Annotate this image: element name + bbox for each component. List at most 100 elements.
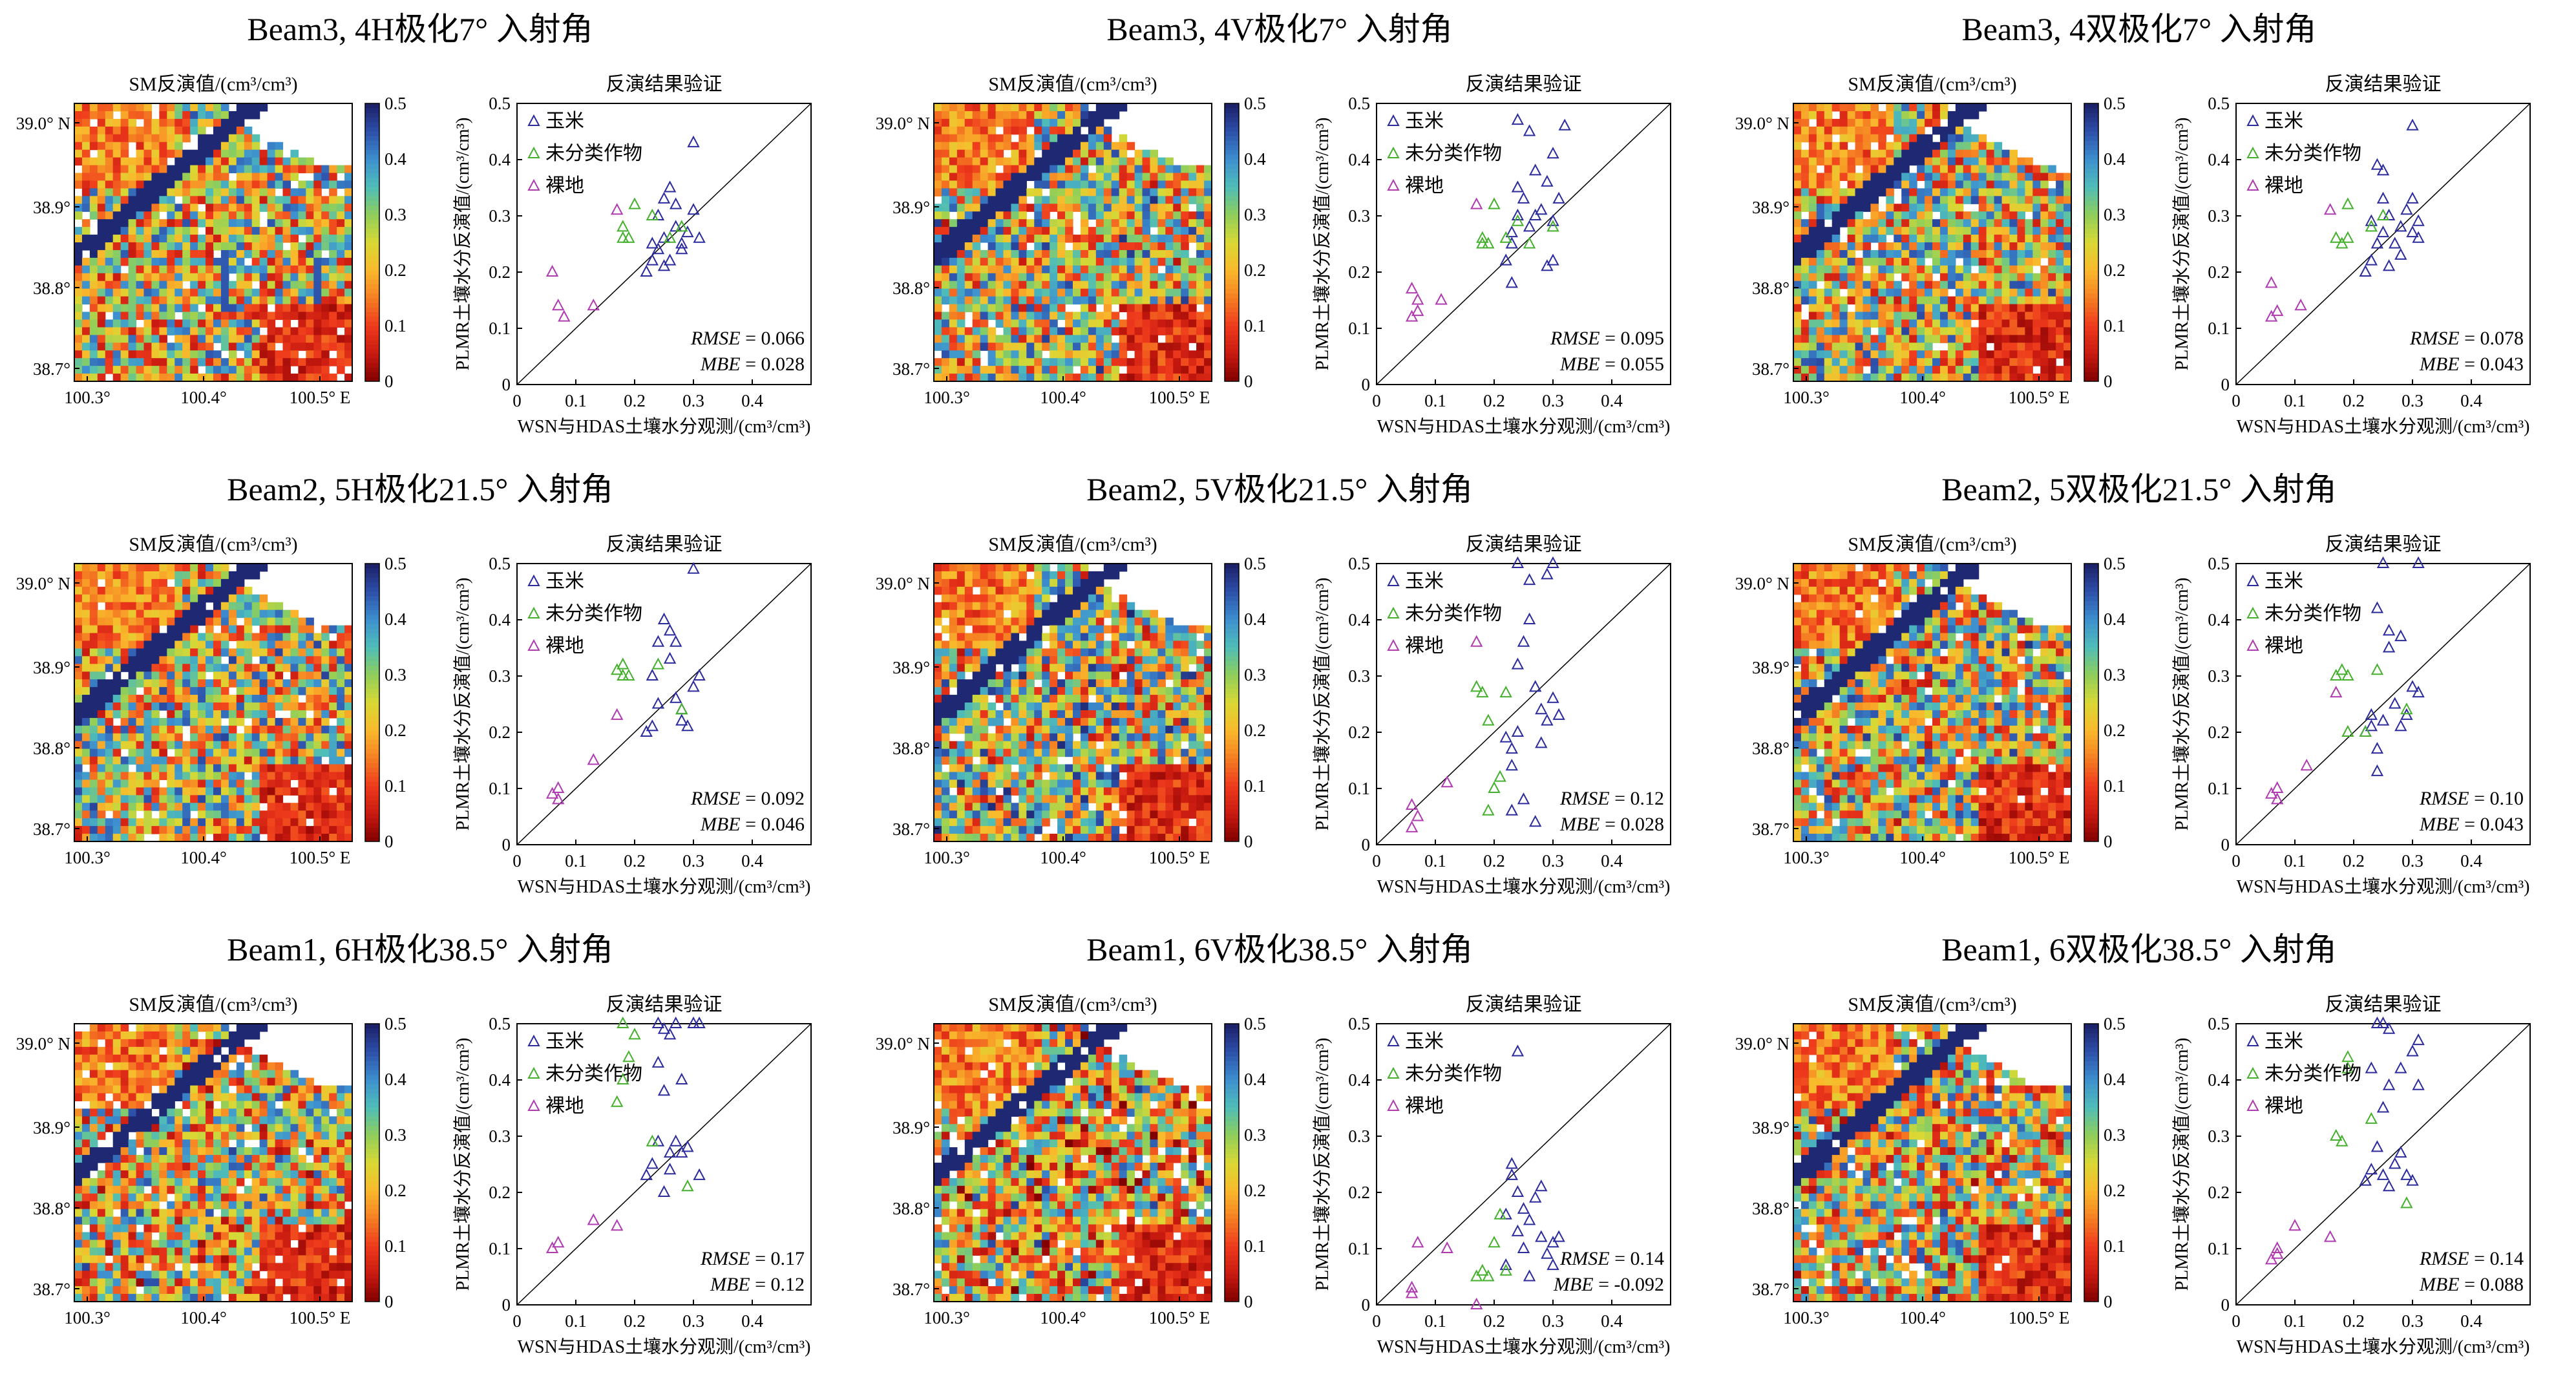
scatter-title: 反演结果验证 — [2325, 74, 2442, 95]
map-cell — [344, 358, 353, 366]
map-cell — [1901, 227, 1910, 235]
map-cell — [1080, 204, 1089, 212]
map-cell — [1196, 374, 1205, 382]
map-cell — [244, 327, 253, 335]
map-cell — [112, 149, 121, 158]
map-cell — [1080, 134, 1089, 143]
map-cell — [2032, 165, 2041, 174]
map-cell — [1095, 142, 1104, 151]
map-cell — [1955, 358, 1964, 366]
data-point — [1523, 220, 1536, 232]
map-cell — [306, 741, 314, 750]
map-cell — [105, 609, 114, 618]
map-cell — [236, 134, 245, 143]
map-cell — [151, 366, 160, 374]
map-cell — [1793, 265, 1802, 274]
map-cell — [267, 227, 276, 235]
map-cell — [1870, 366, 1879, 374]
map-cell — [1800, 273, 1810, 282]
map-cell — [1824, 296, 1833, 305]
map-cell — [1057, 350, 1066, 359]
map-cell — [182, 358, 191, 366]
map-cell — [282, 748, 291, 757]
map-cell — [151, 296, 160, 305]
map-cell — [81, 103, 90, 112]
map-cell — [934, 288, 942, 297]
map-cell — [2040, 319, 2049, 328]
map-cell — [105, 165, 114, 174]
map-cell — [1057, 111, 1066, 120]
colorbar-segment — [1225, 145, 1239, 151]
map-cell — [251, 296, 260, 305]
map-cell — [1095, 211, 1104, 220]
map-cell — [182, 304, 191, 313]
map-cell — [220, 810, 229, 819]
colorbar-segment — [2084, 149, 2098, 155]
map-cell — [1955, 173, 1964, 182]
map-cell — [1870, 204, 1879, 212]
map-cell — [275, 679, 284, 688]
colorbar-segment — [2084, 215, 2098, 220]
map-cell — [1963, 257, 1972, 266]
map-cell — [1073, 296, 1081, 305]
map-cell — [198, 126, 206, 135]
map-cell — [228, 335, 237, 343]
map-cell — [1095, 343, 1104, 351]
map-cell — [321, 350, 330, 359]
map-cell — [1939, 319, 1948, 328]
map-cell — [282, 312, 291, 321]
map-cell — [2001, 249, 2011, 259]
map-cell — [236, 204, 245, 212]
map-cell — [1800, 280, 1810, 290]
map-cell — [89, 335, 98, 343]
map-cell — [198, 803, 206, 811]
map-cell — [2025, 350, 2033, 359]
map-cell — [1057, 327, 1066, 335]
map-cell — [1901, 312, 1910, 321]
map-cell — [1793, 196, 1802, 204]
map-cell — [1019, 134, 1027, 143]
map-cell — [105, 695, 114, 703]
map-cell — [136, 609, 145, 618]
colorbar-segment — [1225, 270, 1239, 275]
map-cell — [120, 196, 129, 204]
map-cell — [143, 358, 153, 366]
map-cell — [244, 111, 253, 120]
map-cell — [251, 111, 260, 120]
map-cell — [112, 204, 121, 212]
map-cell — [220, 327, 229, 335]
map-cell — [1839, 196, 1848, 204]
map-cell — [236, 772, 245, 781]
map-cell — [1050, 319, 1058, 328]
map-cell — [1955, 142, 1964, 151]
map-cell — [1181, 358, 1189, 366]
map-cell — [1204, 165, 1212, 174]
map-cell — [167, 609, 175, 618]
map-cell — [190, 165, 198, 174]
map-cell — [1111, 157, 1120, 166]
map-cell — [251, 602, 260, 611]
map-cell — [198, 165, 206, 174]
map-cell — [321, 211, 330, 220]
map-cell — [2056, 265, 2064, 274]
map-cell — [1111, 319, 1120, 328]
map-cell — [1816, 288, 1825, 297]
map-cell — [995, 134, 1004, 143]
map-cell — [228, 312, 237, 321]
map-cell — [2048, 257, 2056, 266]
map-cell — [244, 748, 253, 757]
map-cell — [1925, 103, 1933, 112]
map-cell — [1986, 257, 1995, 266]
map-cell — [174, 180, 183, 189]
map-cell — [934, 265, 942, 274]
map-cell — [344, 733, 353, 742]
map-cell — [228, 366, 237, 374]
map-cell — [1870, 103, 1879, 112]
map-cell — [1073, 103, 1081, 112]
map-cell — [220, 165, 229, 174]
map-lat-tick-label: 38.8° — [1752, 279, 1789, 298]
map-cell — [1111, 257, 1120, 266]
map-cell — [987, 350, 997, 359]
map-cell — [81, 656, 90, 664]
map-cell — [112, 586, 121, 595]
